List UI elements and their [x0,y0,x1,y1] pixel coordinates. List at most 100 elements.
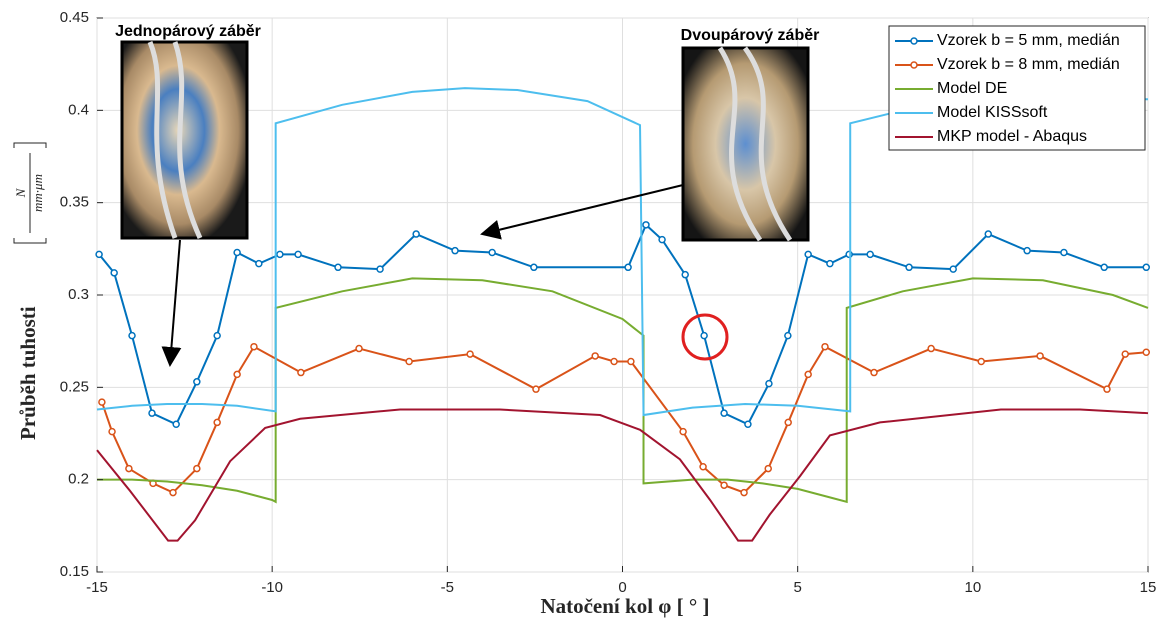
legend: Vzorek b = 5 mm, medián Vzorek b = 8 mm, … [888,25,1146,151]
point [744,420,752,429]
point [213,331,221,340]
point [95,250,103,259]
point [405,357,413,366]
y-axis-label: Průběh tuhosti N mm·μm [13,142,47,440]
photo [120,40,249,240]
point [297,368,305,377]
point [169,488,177,497]
point [764,464,772,473]
point [1103,385,1111,393]
point [488,248,496,257]
point [610,357,618,366]
point [125,464,133,473]
point [679,427,687,436]
legend-label: Model KISSsoft [937,104,1048,121]
point [1121,350,1129,358]
x-tick-label: 10 [964,579,981,596]
photo-detail [717,46,793,242]
point [624,263,632,272]
point [255,259,263,268]
point [870,368,878,377]
point [193,464,201,473]
point [98,398,106,406]
y-tick-label: 0.35 [60,194,89,211]
point [977,357,985,366]
y-tick-label: 0.15 [60,563,89,580]
point [334,263,342,272]
y-tick-label: 0.2 [68,471,89,488]
point [1100,263,1108,272]
legend-label: Model DE [937,80,1007,97]
point [1023,246,1031,255]
point [681,270,689,279]
unit-numerator: N [13,187,28,198]
photo-detail [147,41,203,240]
point [172,420,180,429]
x-tick-label: -15 [86,579,108,596]
point [530,263,538,272]
point [984,230,992,238]
bracket [13,142,47,244]
point [110,269,118,277]
y-axis-title: Průběh tuhosti [16,306,40,440]
point [591,352,599,360]
photo [681,46,810,242]
point [845,250,853,259]
arrow [480,184,684,240]
point [949,265,957,273]
unit-denominator: mm·μm [30,174,45,212]
photos: Jednopárový záběr Dvoupárový záběr [115,23,820,367]
point [765,379,773,388]
annotation: Dvoupárový záběr [681,27,820,44]
point [740,488,748,497]
point [699,462,707,471]
x-tick-label: -5 [441,579,454,596]
point [905,263,913,272]
point [233,248,241,257]
point [1060,248,1068,257]
highlight-circle [681,313,729,361]
point [866,250,874,259]
legend-label: Vzorek b = 5 mm, medián [937,32,1120,49]
legend-marker [910,61,918,69]
point [108,427,116,436]
series-line [96,408,1149,542]
y-tick-label: 0.3 [68,286,89,303]
point [128,331,136,340]
y-tick-label: 0.25 [60,378,89,395]
point [355,344,363,353]
point [1142,263,1150,272]
point [148,409,156,417]
annotation: Jednopárový záběr [115,23,261,40]
point [233,370,241,379]
point [642,221,650,229]
legend-label: Vzorek b = 8 mm, medián [937,56,1120,73]
x-tick-label: 0 [618,579,626,596]
point [720,481,728,489]
point [927,344,935,353]
arrow [161,239,182,367]
series-line [100,345,1147,494]
point [1036,352,1044,360]
point [412,230,420,238]
point [466,350,474,358]
point [784,418,792,427]
point [627,357,635,366]
x-tick-label: 15 [1140,579,1157,596]
point [213,418,221,427]
legend-marker [910,37,918,45]
x-axis-label: Natočení kol φ [ ° ] [540,594,709,618]
y-tick-label: 0.4 [68,101,89,118]
point [784,331,792,340]
point [700,331,708,340]
point [451,246,459,255]
point [720,409,728,417]
point [804,370,812,379]
point [826,259,834,268]
point [193,378,201,386]
x-tick-label: -10 [261,579,283,596]
point [1142,348,1150,356]
point [250,342,258,351]
point [804,250,812,259]
